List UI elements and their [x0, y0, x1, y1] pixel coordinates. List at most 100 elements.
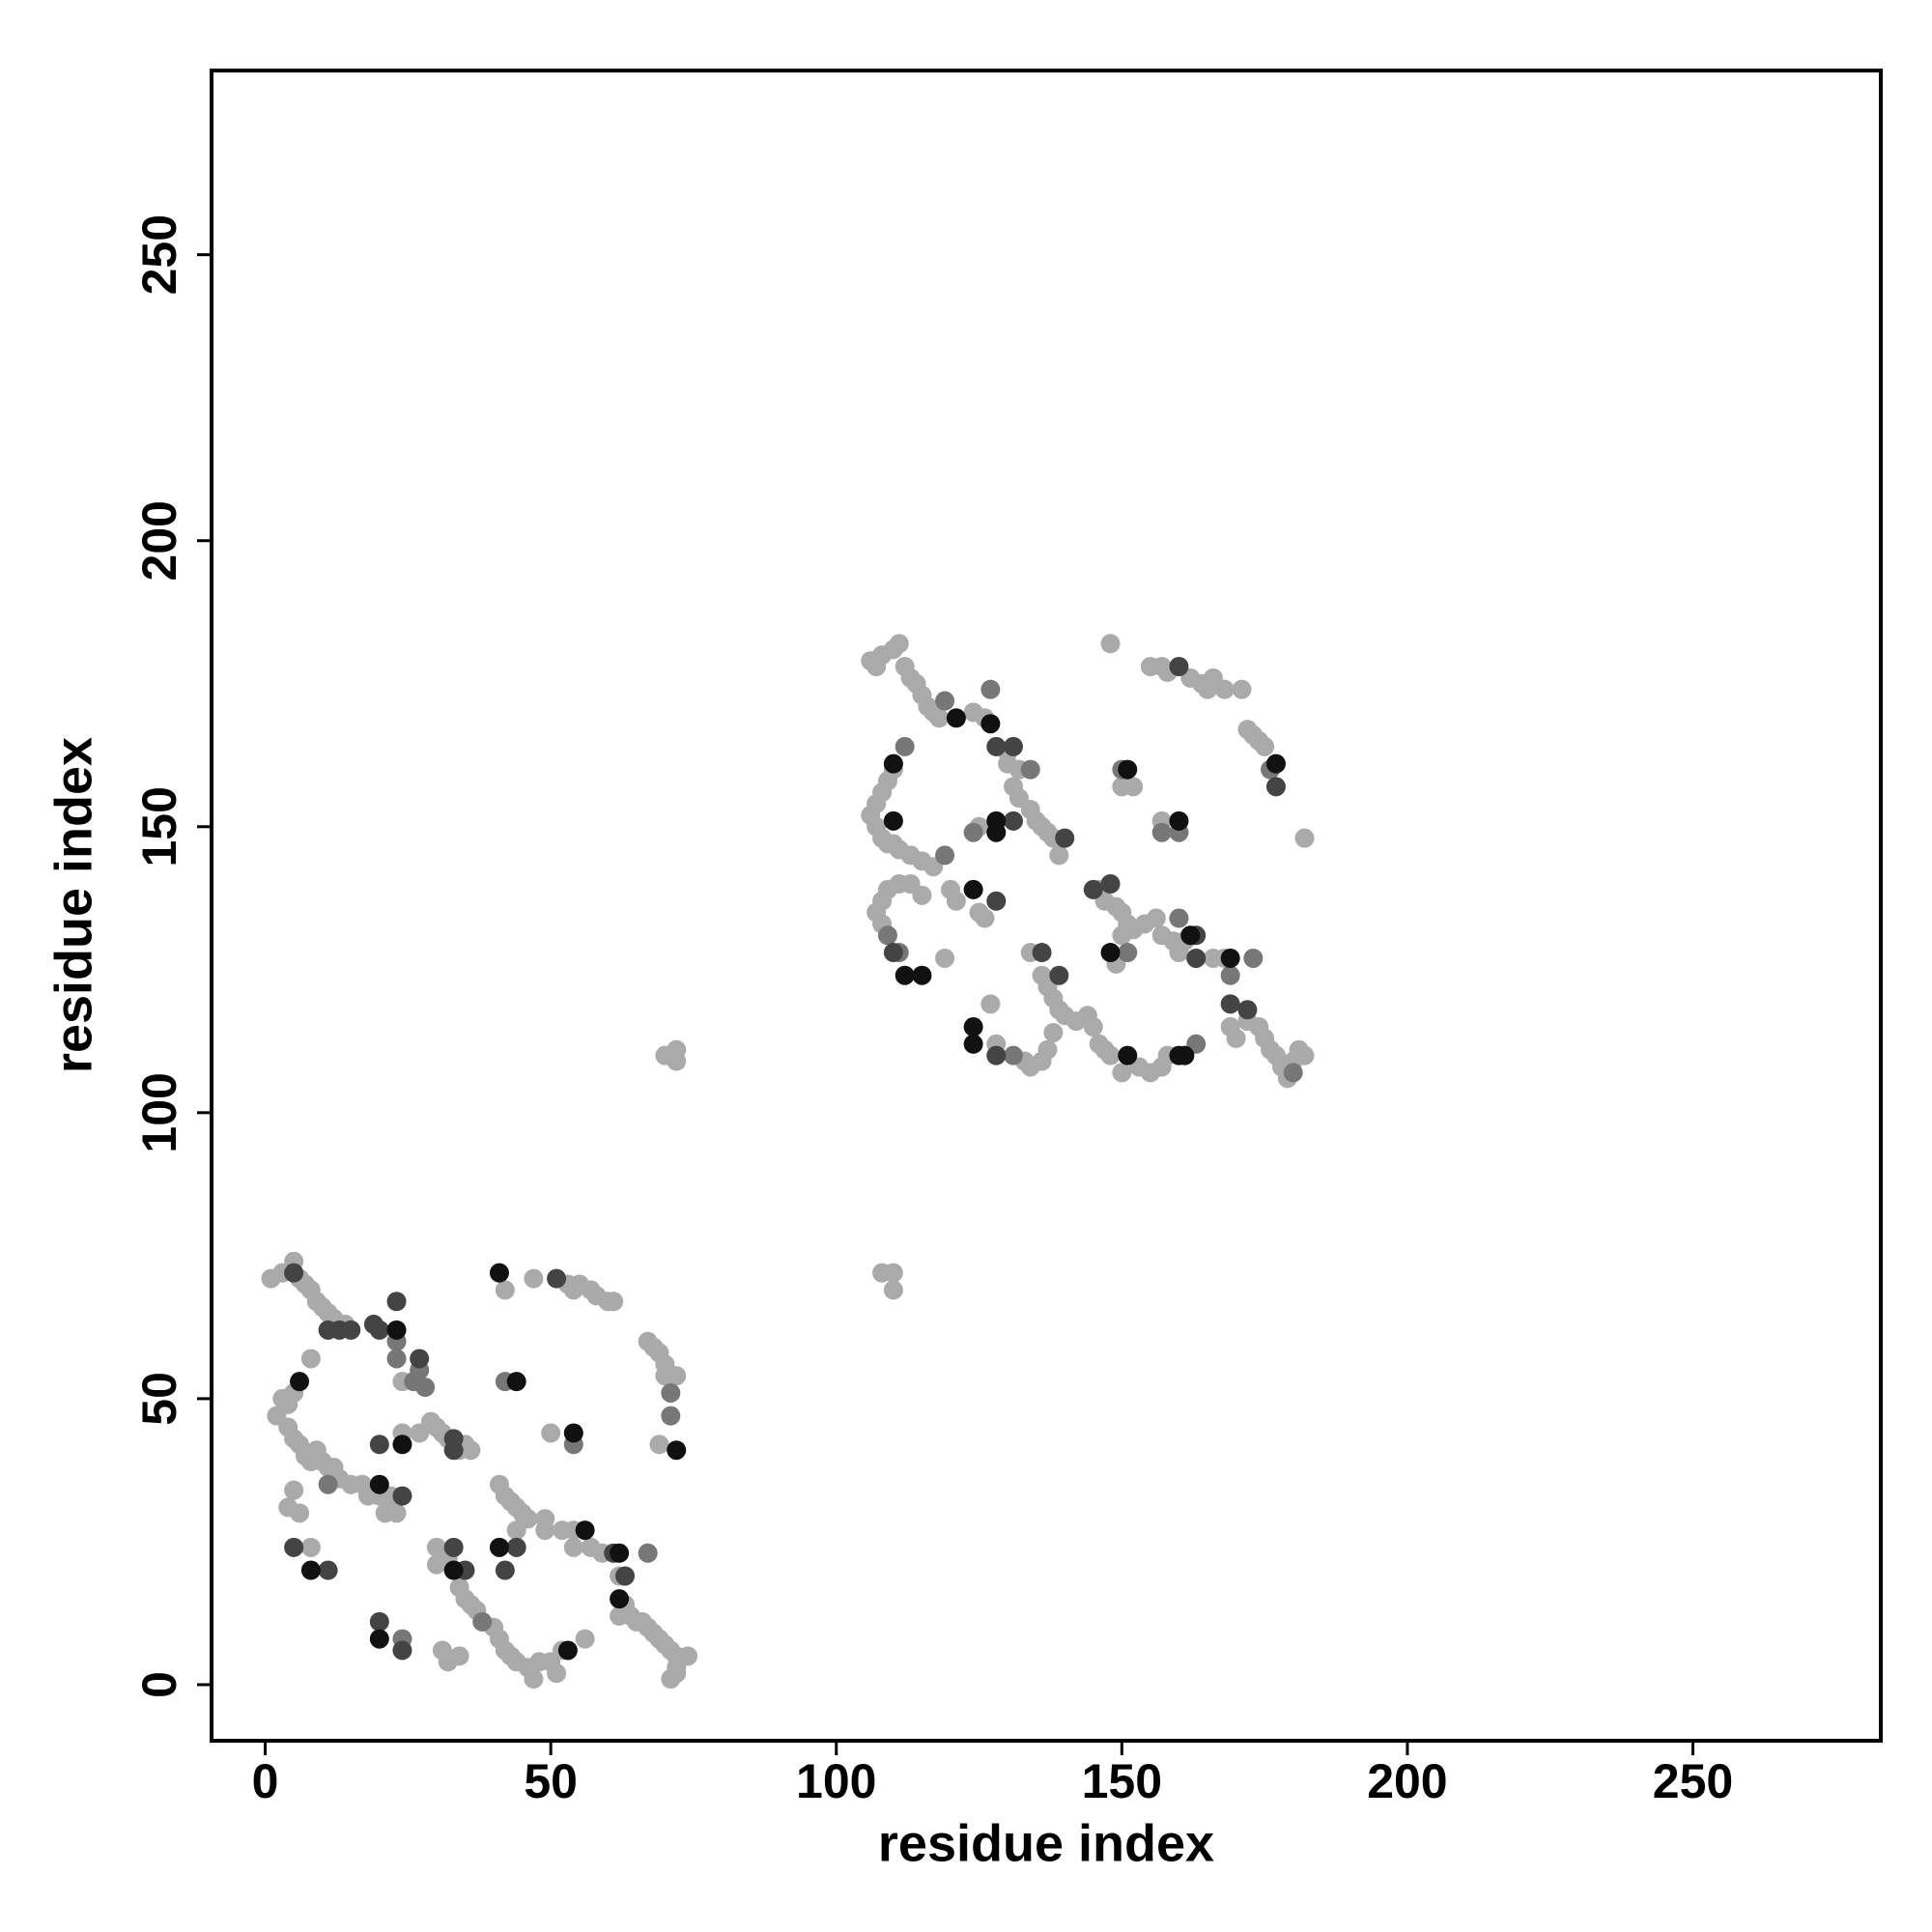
point [369, 1320, 389, 1340]
point [290, 1372, 310, 1392]
point [563, 1423, 583, 1443]
point [667, 1663, 687, 1684]
point [1294, 828, 1315, 848]
point [1083, 879, 1103, 899]
x-tick-label: 0 [252, 1754, 279, 1808]
point [284, 1480, 304, 1500]
point [980, 994, 1001, 1014]
point [883, 810, 903, 831]
point [661, 1382, 681, 1403]
point [610, 1605, 630, 1626]
point [557, 1640, 578, 1661]
point [495, 1560, 515, 1580]
point [604, 1292, 624, 1312]
point [300, 1349, 321, 1369]
point [963, 1017, 983, 1037]
x-tick-label: 50 [524, 1754, 578, 1808]
point [290, 1503, 310, 1523]
point [1083, 1017, 1103, 1037]
point [1169, 810, 1189, 831]
point [369, 1629, 389, 1649]
point [1283, 1063, 1303, 1083]
point [1055, 828, 1075, 848]
point [415, 1378, 436, 1398]
point [946, 708, 966, 728]
point [667, 1051, 687, 1071]
point [980, 714, 1001, 734]
point [506, 1372, 526, 1392]
point [1037, 1039, 1058, 1060]
point [895, 965, 915, 985]
point [1175, 1045, 1195, 1065]
y-tick-label: 100 [132, 1072, 186, 1152]
point [1169, 943, 1189, 963]
point [1100, 873, 1121, 894]
point [300, 1537, 321, 1557]
point [946, 891, 966, 911]
point [1146, 908, 1166, 928]
point [1186, 948, 1207, 968]
point [1255, 736, 1275, 756]
x-tick-label: 150 [1082, 1754, 1162, 1808]
point [318, 1560, 338, 1580]
point [1100, 1045, 1121, 1065]
point [443, 1560, 464, 1580]
point [1265, 753, 1286, 774]
point [449, 1646, 469, 1666]
point [284, 1537, 304, 1557]
point [1123, 777, 1144, 797]
point [369, 1435, 389, 1455]
point [883, 753, 903, 774]
point [369, 1474, 389, 1494]
x-tick-label: 200 [1367, 1754, 1447, 1808]
point [1169, 908, 1189, 928]
point [1004, 1045, 1024, 1065]
y-axis-title: residue index [44, 737, 102, 1073]
point [935, 948, 955, 968]
point [963, 879, 983, 899]
point [1049, 965, 1069, 985]
x-tick-label: 100 [796, 1754, 876, 1808]
point [877, 925, 897, 946]
point [883, 1263, 903, 1283]
point [895, 736, 915, 756]
point [1220, 965, 1240, 985]
point [935, 691, 955, 711]
point [1004, 810, 1024, 831]
point [649, 1435, 669, 1455]
point [610, 1589, 630, 1609]
point [1220, 948, 1240, 968]
point [541, 1423, 561, 1443]
point [410, 1349, 430, 1369]
y-tick-label: 50 [132, 1372, 186, 1426]
y-tick-label: 200 [132, 500, 186, 581]
plot-frame [210, 69, 1883, 1743]
point [615, 1566, 636, 1586]
point [1118, 1045, 1138, 1065]
point [935, 845, 955, 866]
point [1232, 679, 1252, 699]
point [1043, 1022, 1064, 1042]
point [575, 1520, 595, 1541]
point [506, 1520, 526, 1541]
point [1226, 1028, 1246, 1048]
point [1118, 943, 1138, 963]
point [392, 1435, 412, 1455]
point [495, 1280, 515, 1300]
point [986, 822, 1007, 842]
point [318, 1474, 338, 1494]
point [883, 943, 903, 963]
point [1214, 679, 1235, 699]
point [975, 908, 995, 928]
point [980, 679, 1001, 699]
point [386, 1349, 407, 1369]
point [1100, 634, 1121, 654]
point [1265, 777, 1286, 797]
point [472, 1611, 493, 1632]
y-tick-label: 150 [132, 786, 186, 867]
point [963, 1034, 983, 1054]
y-tick-label: 250 [132, 214, 186, 295]
point [443, 1440, 464, 1461]
point [341, 1320, 361, 1340]
